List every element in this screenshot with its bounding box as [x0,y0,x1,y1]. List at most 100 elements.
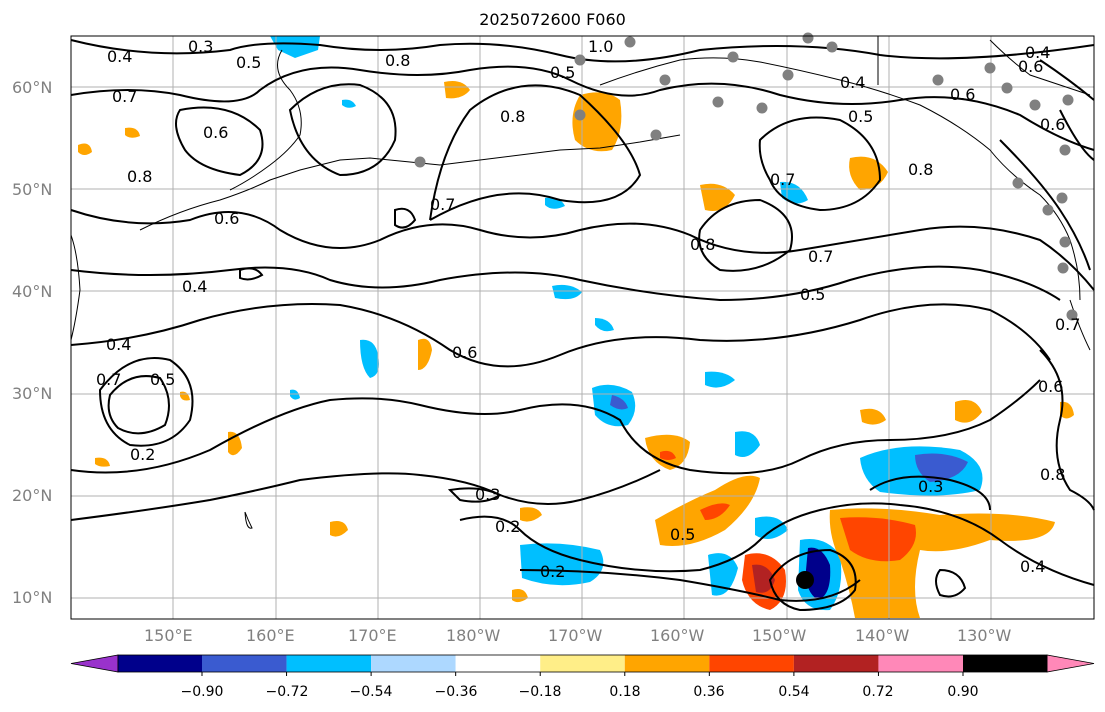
station-dot [1029,99,1041,111]
colorbar-segment [624,655,710,672]
lat-label: 50°N [12,180,53,199]
lat-label: 30°N [12,384,53,403]
lon-label: 130°W [957,626,1012,645]
contour-label: 0.6 [452,343,477,362]
shade-patch-orange [125,127,140,138]
shade-patch-darkred [752,564,775,593]
colorbar-extend-min [70,654,119,673]
shade-patch-red [840,517,916,562]
station-dot [782,69,794,81]
contour-lines [70,39,1095,612]
shade-patch-darkblue [915,453,968,482]
contour-label: 0.8 [690,235,715,254]
station-dot [1042,204,1054,216]
lon-label: 180°W [446,626,501,645]
coastlines [70,36,1091,529]
colorbar-segment [286,655,372,672]
shade-patch-orange [444,81,470,99]
shade-patch-blue [342,99,356,108]
coastline-bc [989,39,1091,96]
colorbar-tick-label: −0.72 [265,684,309,700]
colorbar-segment [963,655,1047,672]
shade-patch-orange [572,92,622,152]
colorbar-segment [793,655,879,672]
contour-label: 0.2 [540,562,565,581]
colorbar-tick-label: −0.54 [349,684,393,700]
colorbar-outline [117,654,1048,673]
station-dot [826,41,838,53]
lat-label: 10°N [12,588,53,607]
contour-label: 0.4 [1020,557,1045,576]
station-dot [1001,82,1013,94]
lon-label: 160°E [246,626,295,645]
station-dot [932,74,944,86]
shade-patch-orange [860,408,886,425]
map-frame [70,35,1095,620]
contour-label: 0.5 [550,63,575,82]
lon-label: 140°W [855,626,910,645]
contour-label: 0.5 [670,525,695,544]
contour-label: 0.5 [236,53,261,72]
contour-label: 0.3 [918,477,943,496]
shade-patch-blue [708,553,738,596]
station-dot [712,96,724,108]
contour-label: 0.2 [130,445,155,464]
colorbar-tick-label: 0.72 [862,684,894,700]
station-dot [414,156,426,168]
station-dot [574,109,586,121]
station-dot [1066,309,1078,321]
contour-label: 0.5 [848,107,873,126]
station-dot [1059,144,1071,156]
contour-label: 0.8 [500,107,525,126]
shade-patch-orange [700,183,735,211]
colorbar-tick-label: 0.90 [947,684,979,700]
station-markers [414,32,1078,321]
shade-patch-orange [78,143,92,155]
shade-patch-blue [705,371,735,388]
coastline-alaska [599,57,1081,301]
station-dot [756,102,768,114]
contour-label: 0.8 [385,51,410,70]
colorbar-segment [118,655,202,672]
contour-label: 0.5 [800,285,825,304]
station-dot [727,51,739,63]
shade-patch-orange [520,507,542,522]
station-dot [574,54,586,66]
station-dot [1059,236,1071,248]
colorbar-segment [202,655,287,672]
station-dot [984,62,996,74]
coastline-asia [70,234,81,341]
lat-label: 20°N [12,486,53,505]
colorbar-tick-label: −0.36 [434,684,478,700]
station-dot [1012,177,1024,189]
contour-label: 0.6 [950,85,975,104]
shade-patch-blue [595,318,614,332]
contour-label: 0.8 [127,167,152,186]
station-dot [802,32,814,44]
shade-patch-red [660,450,676,460]
storm-center-marker [796,571,814,589]
lon-label: 150°W [752,626,807,645]
shade-patch-orange [330,521,348,537]
lon-label: 170°E [348,626,397,645]
contour-label: 0.7 [1055,315,1080,334]
contour-label: 0.3 [475,485,500,504]
station-dot [1057,262,1069,274]
colorbar-tick-label: 0.18 [609,684,641,700]
lat-label: 60°N [12,78,53,97]
contour-label: 0.2 [495,517,520,536]
contour-label: 0.7 [96,370,121,389]
shade-patch-navy [805,547,831,600]
colorbar [70,654,1095,676]
shade-patch-orange [512,589,528,603]
colorbar-segment [540,655,625,672]
contour-label: 0.7 [430,195,455,214]
colorbar-tick-label: 0.54 [778,684,810,700]
coastline-canada [1069,299,1091,351]
colorbar-tick-label: 0.36 [693,684,725,700]
colorbar-segment [709,655,794,672]
lon-label: 170°W [548,626,603,645]
contour-label: 0.8 [1040,465,1065,484]
contour-label: 0.4 [106,335,131,354]
contour-label: 0.3 [188,37,213,56]
